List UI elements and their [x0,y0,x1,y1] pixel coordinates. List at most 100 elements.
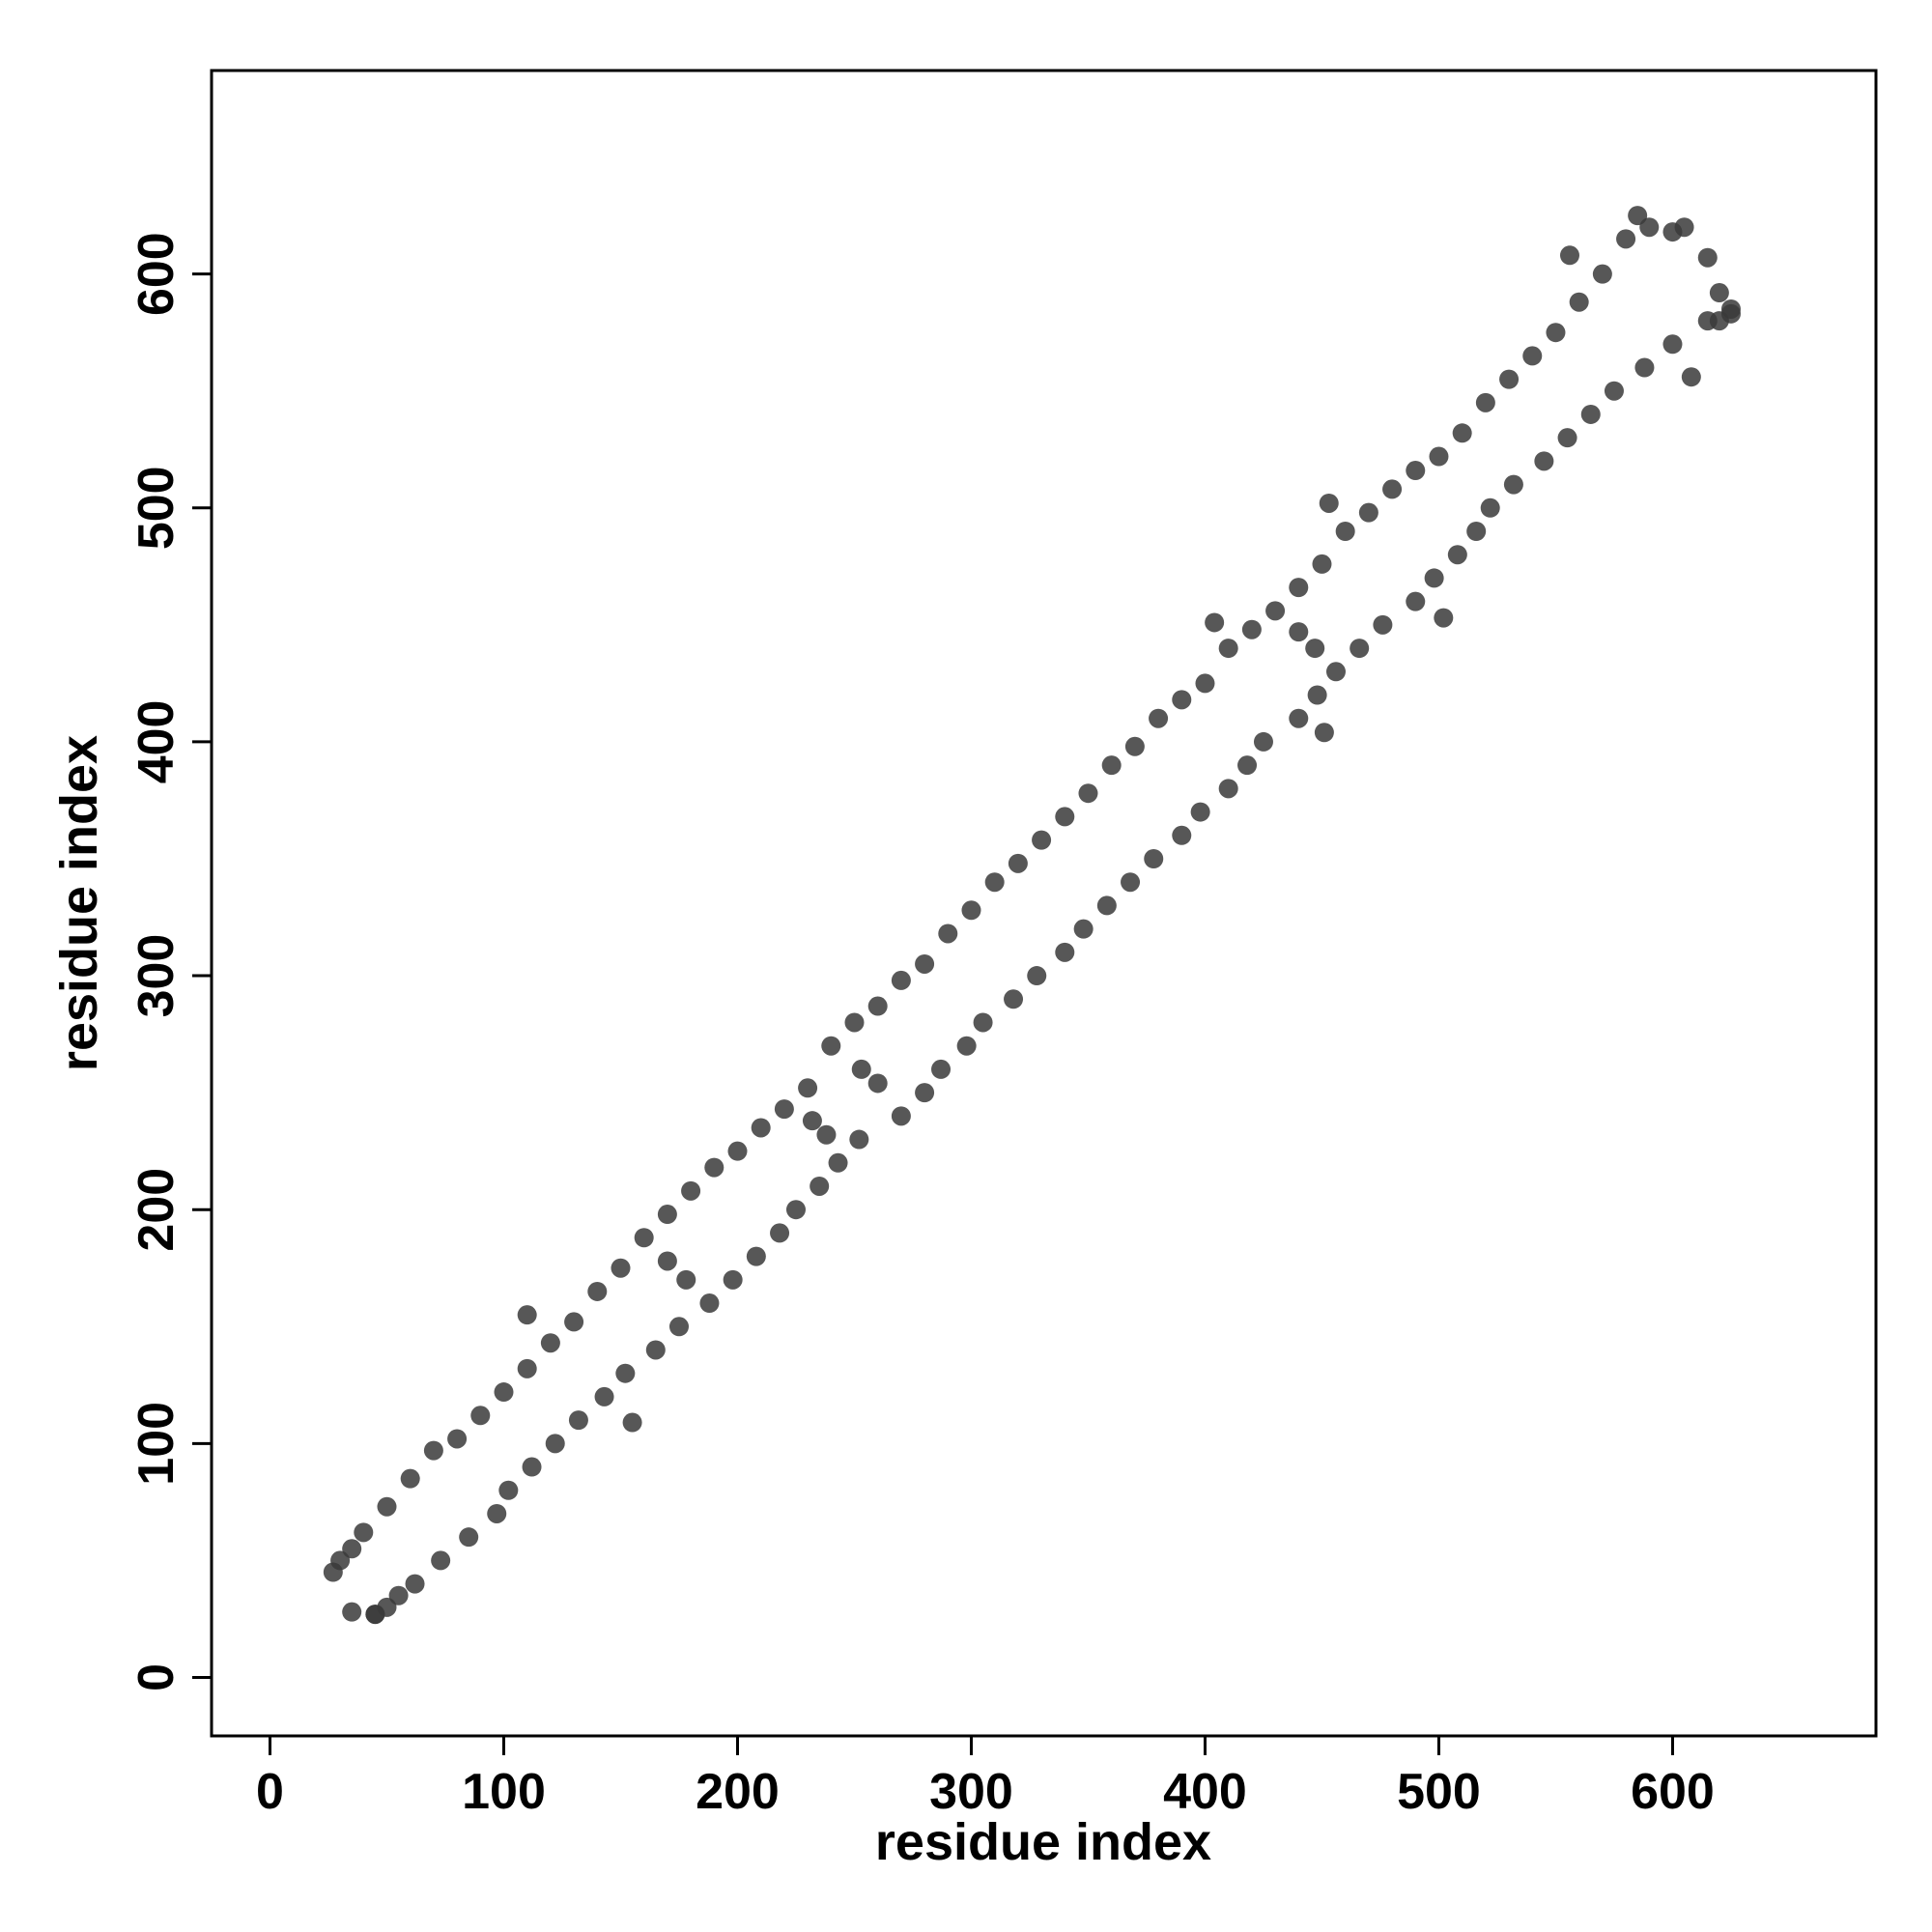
y-tick-label: 500 [128,466,185,550]
x-tick-label: 600 [1631,1764,1715,1820]
point [1096,895,1117,916]
point [849,1129,869,1150]
point [594,1386,614,1406]
x-tick-label: 200 [696,1764,780,1820]
plot-frame [210,69,1878,1738]
point [587,1281,608,1301]
point [1634,357,1655,378]
point [1373,614,1393,635]
point [1253,731,1273,752]
point [1172,690,1192,710]
point [365,1605,385,1625]
point [1580,404,1601,424]
point [770,1223,790,1243]
y-tick-label: 100 [128,1402,185,1486]
point [1319,493,1339,513]
point [522,1457,542,1477]
point [568,1410,588,1431]
point [1121,872,1141,893]
point [1218,779,1238,799]
point [1055,942,1075,962]
point [1149,708,1169,728]
point [657,1251,677,1271]
point [751,1118,771,1138]
point [388,1585,409,1605]
y-tick-label: 400 [128,700,185,784]
y-tick-label: 300 [128,934,185,1018]
point [622,1412,642,1433]
point [459,1527,479,1548]
y-axis-label: residue index [50,735,108,1071]
point [798,1078,818,1098]
point [984,872,1005,893]
point [1424,568,1444,588]
point [657,1205,677,1225]
point [1205,612,1225,633]
point [891,970,911,990]
point [354,1522,374,1543]
point [342,1539,362,1559]
point [1237,755,1258,776]
point [634,1228,654,1248]
point [1382,479,1403,499]
point [746,1246,766,1266]
point [1709,283,1729,303]
point [1452,423,1472,443]
point [1522,346,1543,366]
point [447,1429,468,1449]
point [821,1036,841,1056]
point [1434,608,1454,628]
x-tick-label: 400 [1163,1764,1247,1820]
y-tick-label: 0 [128,1663,185,1691]
point [1314,723,1334,743]
point [1503,474,1523,495]
point [1144,848,1164,868]
point [1289,708,1309,728]
point [498,1480,519,1500]
point [1124,736,1145,756]
point [704,1157,724,1178]
point [973,1012,993,1033]
point [699,1293,720,1314]
point [1307,685,1327,705]
point [1628,206,1648,226]
point [517,1305,537,1325]
point [487,1503,507,1523]
point [470,1406,491,1426]
point [1406,461,1426,481]
point [931,1059,952,1079]
point [1559,245,1579,266]
point [774,1099,794,1120]
point [1101,755,1122,776]
point [1350,639,1370,659]
point [431,1550,451,1571]
point [961,900,981,921]
point [1265,601,1286,621]
point [1305,639,1325,659]
point [1008,853,1028,873]
point [400,1468,420,1489]
point [915,1083,935,1103]
point [844,1012,865,1033]
point [915,953,935,974]
point [676,1269,696,1290]
point [615,1363,636,1383]
point [330,1550,351,1571]
point [802,1111,822,1131]
y-tick-label: 600 [128,232,185,316]
point [816,1124,837,1145]
point [810,1176,830,1196]
point [1190,802,1210,822]
x-tick-label: 0 [256,1764,284,1820]
point [1289,622,1309,642]
x-axis-label: residue index [875,1813,1211,1871]
point [1004,989,1024,1009]
point [1480,497,1500,518]
point [1027,966,1047,986]
point [723,1269,743,1290]
point [681,1180,701,1201]
point [1534,451,1554,471]
point [1546,323,1566,343]
point [645,1340,666,1360]
